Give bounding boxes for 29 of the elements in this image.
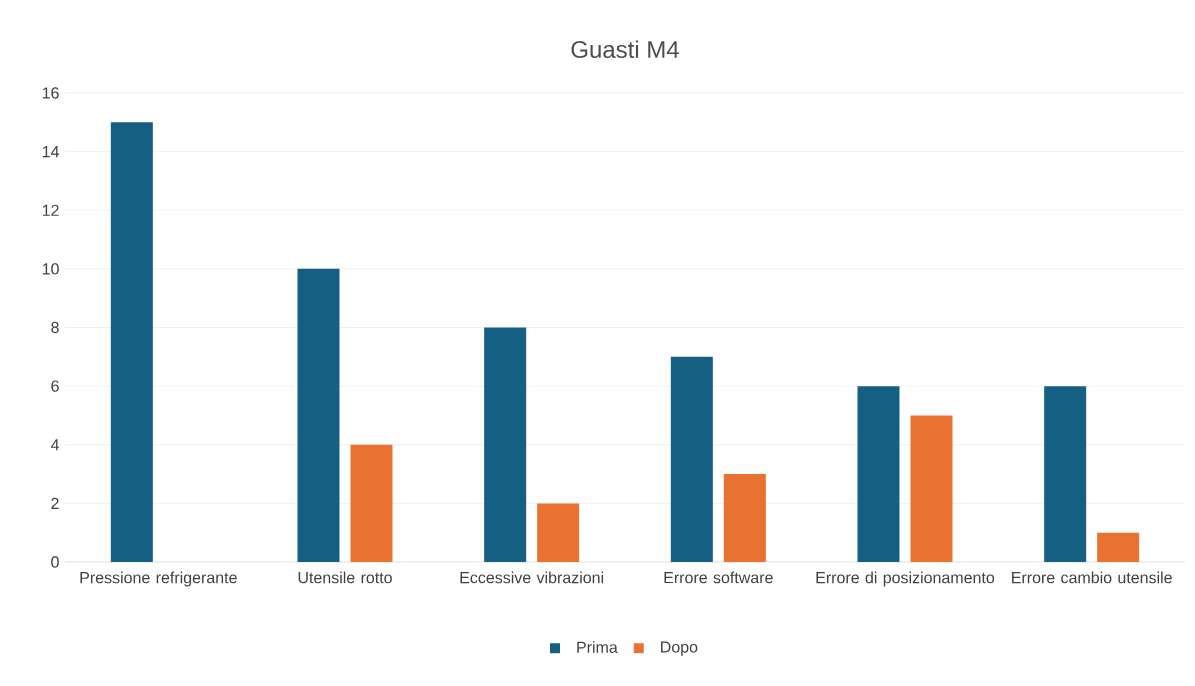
y-tick-label: 14 <box>42 146 60 158</box>
y-tick-label: 4 <box>50 439 60 451</box>
y-tick-label: 16 <box>42 87 59 99</box>
bar <box>484 327 527 562</box>
x-tick-label: Errore cambio utensile <box>1012 571 1172 584</box>
y-tick-label: 10 <box>42 263 59 275</box>
y-tick-label: 8 <box>51 321 59 334</box>
bar <box>537 503 580 562</box>
bar <box>670 356 713 562</box>
bar <box>910 415 953 562</box>
y-tick-label: 2 <box>51 497 59 509</box>
bar <box>297 268 340 562</box>
y-tick-label: 12 <box>42 204 59 216</box>
x-tick-label: Pressione refrigerante <box>80 571 237 587</box>
bar <box>723 474 766 562</box>
bar <box>1097 532 1140 562</box>
bar <box>857 386 900 562</box>
bar <box>1044 386 1087 562</box>
y-tick-label: 6 <box>51 380 59 392</box>
bar <box>110 122 153 562</box>
x-tick-label: Utensile rotto <box>298 571 392 584</box>
x-tick-label: Errore software <box>664 571 773 584</box>
x-tick-label: Errore di posizionamento <box>816 571 995 587</box>
y-tick-label: 0 <box>51 556 59 568</box>
chart-title: Guasti M4 <box>571 40 679 59</box>
legend-label: Prima <box>577 641 618 653</box>
x-tick-label: Eccessive vibrazioni <box>460 571 604 584</box>
bar <box>350 444 393 562</box>
legend-label: Dopo <box>661 641 698 656</box>
